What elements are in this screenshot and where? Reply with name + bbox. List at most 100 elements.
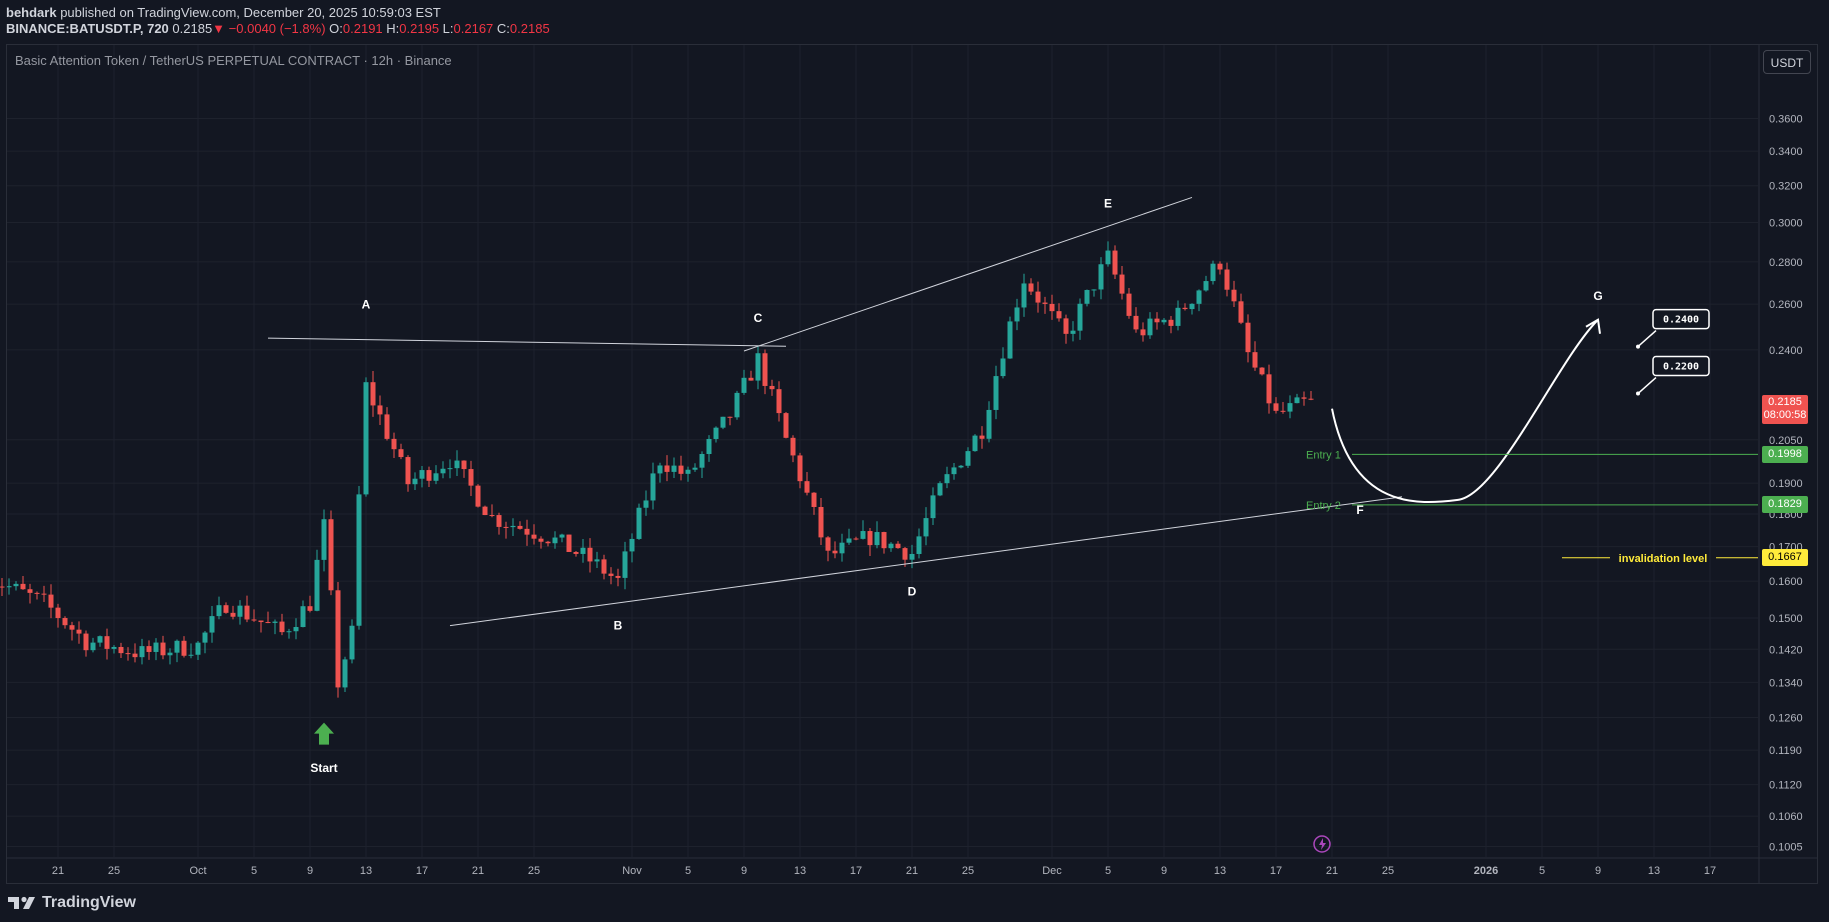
candle-body (1126, 293, 1132, 316)
candle-body (363, 382, 369, 495)
time-tick-label: 25 (528, 865, 540, 877)
candle-body (300, 606, 306, 628)
candle-body (1147, 318, 1153, 336)
candle-body (1077, 303, 1083, 331)
currency-button[interactable]: USDT (1763, 50, 1811, 74)
candle-body (720, 416, 726, 428)
candle-body (972, 435, 978, 452)
candle-body (265, 622, 271, 624)
candle-body (405, 457, 411, 485)
author-name[interactable]: behdark (6, 5, 57, 20)
candle-body (41, 593, 47, 595)
candle-body (783, 413, 789, 438)
candle-body (314, 559, 320, 611)
candle-body (1168, 319, 1174, 326)
candle-body (34, 592, 40, 594)
candle-body (818, 506, 824, 538)
price-tick-label: 0.1500 (1769, 613, 1803, 625)
candle-body (90, 642, 96, 651)
candle-body (545, 541, 551, 544)
time-tick-label: 5 (1105, 865, 1111, 877)
candle-body (104, 636, 110, 649)
high-label: H: (386, 21, 400, 36)
candle-body (1154, 318, 1160, 323)
candle-body (888, 543, 894, 549)
time-tick-label: 9 (741, 865, 747, 877)
candle-body (447, 468, 453, 470)
candle-body (755, 353, 761, 381)
candle-body (1238, 301, 1244, 323)
candle-body (230, 612, 236, 617)
candle-body (27, 589, 33, 593)
note-anchor (1636, 391, 1640, 396)
chart-frame (6, 44, 1818, 884)
price-tick-label: 0.1005 (1769, 842, 1803, 854)
candle-body (13, 583, 19, 587)
candle-body (678, 465, 684, 474)
candle-body (188, 654, 194, 656)
publish-info: behdark published on TradingView.com, De… (6, 5, 441, 20)
candle-body (692, 467, 698, 470)
ohlc-line: BINANCE:BATUSDT.P, 720 0.2185▼ −0.0040 (… (6, 21, 550, 36)
candle-body (321, 519, 327, 560)
candle-body (1294, 397, 1300, 404)
candle-body (685, 469, 691, 474)
candle-body (909, 553, 915, 560)
published-text: published on TradingView.com, December 2… (60, 5, 441, 20)
candle-body (251, 619, 257, 621)
time-tick-label: 21 (906, 865, 918, 877)
candle-body (524, 528, 530, 535)
time-tick-label: 13 (1648, 865, 1660, 877)
candle-body (307, 606, 313, 611)
price-tick-label: 0.2800 (1769, 257, 1803, 269)
footer (0, 884, 1829, 922)
tradingview-logo[interactable]: TradingView (8, 894, 136, 912)
candle-body (986, 409, 992, 439)
candle-body (1280, 410, 1286, 412)
candle-body (706, 438, 712, 454)
projection-curve (1331, 319, 1599, 504)
candles (0, 241, 1314, 698)
candle-body (433, 473, 439, 481)
candle-body (419, 470, 425, 479)
candle-body (930, 495, 936, 519)
candle-body (55, 607, 61, 619)
price-tick-label: 0.2600 (1769, 299, 1803, 311)
candle-body (1063, 318, 1069, 334)
candle-body (391, 438, 397, 450)
price-tick-label: 0.1420 (1769, 644, 1803, 656)
time-tick-label: 17 (1270, 865, 1282, 877)
wave-label: B (614, 619, 623, 633)
candle-body (573, 551, 579, 554)
candle-body (804, 481, 810, 493)
bar-countdown: 08:00:58 (1763, 408, 1807, 421)
tradingview-icon (8, 896, 35, 909)
candle-body (993, 376, 999, 410)
candle-body (48, 594, 54, 608)
candle-body (951, 467, 957, 475)
candle-body (181, 640, 187, 656)
candle-body (860, 531, 866, 539)
note-anchor (1636, 344, 1640, 349)
candle-body (1035, 291, 1041, 303)
candle-body (167, 652, 173, 656)
time-tick-label: 17 (850, 865, 862, 877)
candle-body (1245, 322, 1251, 353)
candle-body (1273, 403, 1279, 411)
lightning-icon (1313, 835, 1331, 853)
candle-body (440, 468, 446, 474)
last-price: 0.2185 (172, 21, 213, 36)
last-price-tag: 0.2185 08:00:58 (1762, 394, 1808, 424)
price-tick-label: 0.1260 (1769, 712, 1803, 724)
price-tick-label: 0.3200 (1769, 181, 1803, 193)
time-tick-label: 17 (1704, 865, 1716, 877)
candle-body (748, 377, 754, 381)
candle-body (979, 435, 985, 439)
candle-body (1070, 330, 1076, 334)
candle-body (811, 492, 817, 507)
candle-body (1091, 289, 1097, 291)
candle-body (195, 642, 201, 655)
wave-label: G (1593, 289, 1602, 303)
note-pointer (1637, 376, 1657, 395)
